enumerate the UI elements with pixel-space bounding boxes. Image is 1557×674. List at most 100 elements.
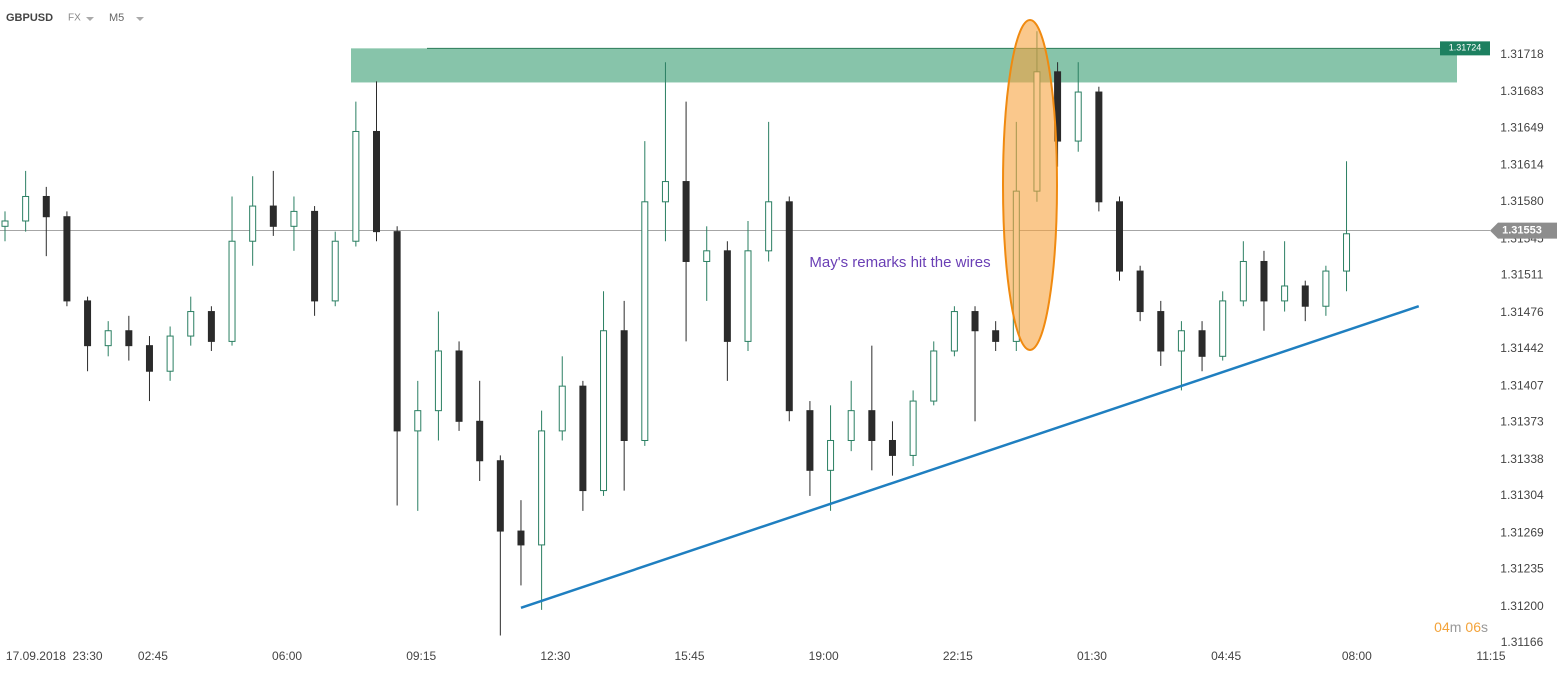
x-tick-label: 17.09.2018 (6, 649, 66, 663)
x-tick-label: 02:45 (138, 649, 168, 663)
y-tick-label: 1.31269 (1500, 525, 1544, 539)
candle-body (1116, 201, 1123, 272)
y-tick-label: 1.31580 (1500, 194, 1544, 208)
candle-body (868, 410, 876, 441)
highlight-ellipse (1002, 19, 1058, 351)
candle-body (352, 130, 360, 242)
candle-body (703, 250, 711, 262)
candle-body (930, 350, 938, 402)
current-price-label: 1.31553 (1502, 224, 1542, 236)
y-tick-label: 1.31304 (1500, 488, 1544, 502)
y-tick-label: 1.31614 (1500, 158, 1544, 172)
candle-body (414, 410, 422, 432)
candle-body (579, 385, 587, 492)
x-tick-label: 22:15 (943, 649, 973, 663)
symbol[interactable]: GBPUSD (6, 12, 53, 24)
y-tick-label: 1.31407 (1500, 378, 1544, 392)
countdown-minutes-unit: m (1450, 619, 1462, 635)
candle-body (311, 210, 319, 302)
candle-body (207, 311, 215, 342)
current-price-tag (1490, 222, 1557, 239)
resistance-label-box (1440, 41, 1490, 56)
candle-body (1239, 260, 1247, 302)
candle-body (641, 201, 649, 441)
market[interactable]: FX (68, 13, 81, 24)
candle-body (104, 330, 112, 347)
candle-body (1198, 330, 1206, 357)
y-tick-label: 1.31373 (1500, 415, 1544, 429)
candle-body (166, 335, 174, 372)
y-tick-label: 1.31235 (1500, 562, 1544, 576)
candle-body (1281, 285, 1289, 302)
candle-body (63, 216, 71, 302)
candle-body (888, 439, 896, 456)
timeframe[interactable]: M5 (109, 12, 124, 24)
y-tick-label: 1.31511 (1501, 267, 1544, 281)
candle-body (847, 410, 855, 441)
candle-body (42, 195, 50, 218)
candle-body (517, 530, 525, 546)
y-tick-label: 1.31442 (1500, 341, 1544, 355)
candle-body (785, 201, 793, 412)
candle-body (971, 311, 979, 332)
candle-body (373, 130, 380, 233)
annotation: May's remarks hit the wires (809, 254, 990, 271)
countdown-seconds: 06 (1465, 619, 1481, 635)
candle-body (1157, 311, 1165, 352)
candle-body (682, 181, 690, 262)
candle-body (723, 250, 731, 342)
candle-body (228, 240, 236, 342)
candle-body (84, 300, 92, 347)
x-tick-label: 12:30 (540, 649, 570, 663)
candle-body (661, 181, 669, 203)
candle-body (744, 250, 752, 342)
y-tick-label: 1.31166 (1501, 635, 1544, 649)
candle-body (393, 231, 401, 432)
countdown: 04m 06s (1434, 619, 1488, 635)
x-tick-label: 01:30 (1077, 649, 1107, 663)
candle-body (992, 330, 1000, 342)
candle-body (455, 350, 463, 422)
trendline (520, 305, 1420, 609)
candle-body (558, 385, 566, 432)
timeframe-dropdown[interactable] (136, 17, 144, 21)
y-tick-label: 1.31649 (1500, 120, 1544, 134)
x-tick-label: 15:45 (675, 649, 705, 663)
y-tick-label: 1.31718 (1500, 47, 1544, 61)
x-tick-label: 06:00 (272, 649, 302, 663)
y-tick-label: 1.31683 (1500, 84, 1544, 98)
candle-body (600, 330, 608, 492)
candle-body (290, 210, 298, 227)
x-tick-label: 04:45 (1211, 649, 1241, 663)
candle-body (620, 330, 628, 441)
candle-body (909, 400, 917, 456)
candle-body (1095, 91, 1103, 203)
candle-body (22, 195, 30, 222)
x-tick-label: 08:00 (1342, 649, 1372, 663)
candle-body (331, 240, 339, 302)
y-tick-label: 1.31476 (1500, 305, 1544, 319)
y-tick-label: 1.31200 (1500, 599, 1544, 613)
y-tick-label: 1.31338 (1500, 452, 1544, 466)
candle-body (806, 410, 814, 471)
resistance-zone (351, 48, 1457, 83)
market-dropdown[interactable] (86, 17, 94, 21)
candle-body (1136, 270, 1144, 313)
candle-body (765, 201, 773, 252)
countdown-minutes: 04 (1434, 619, 1450, 635)
x-tick-label: 11:15 (1476, 649, 1505, 663)
candle-body (1177, 330, 1185, 352)
candle-body (125, 330, 133, 347)
x-tick-label: 19:00 (809, 649, 839, 663)
candle-body (1301, 285, 1309, 307)
countdown-seconds-unit: s (1481, 619, 1488, 635)
resistance-label: 1.31724 (1449, 43, 1482, 53)
candle-body (145, 345, 153, 372)
candle-body (434, 350, 442, 412)
candle-body (496, 460, 504, 532)
candle-body (1322, 270, 1330, 307)
candle-body (269, 205, 277, 227)
candle-body (1343, 233, 1351, 272)
candle-body (249, 205, 257, 242)
